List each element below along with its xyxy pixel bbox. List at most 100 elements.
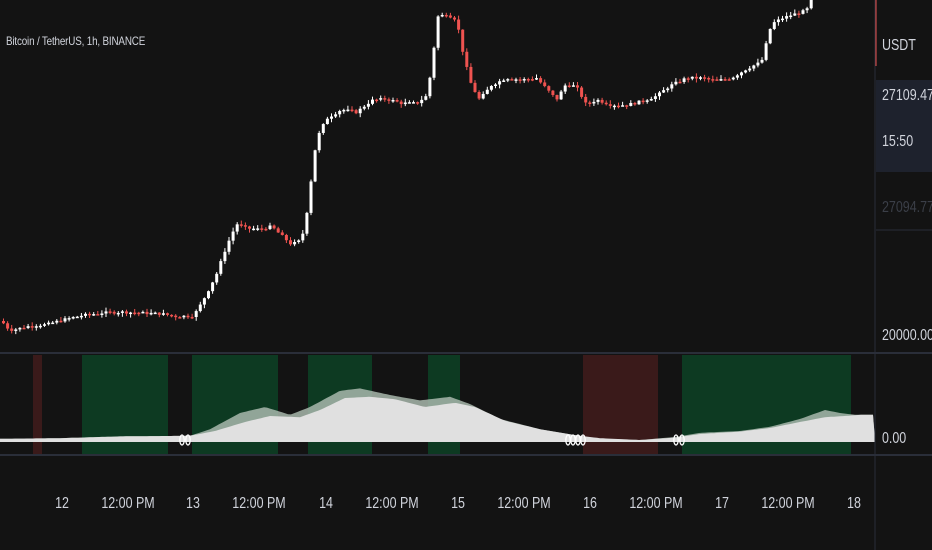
candle (293, 239, 297, 247)
candle (801, 8, 805, 15)
candle (600, 97, 604, 105)
candle (432, 46, 436, 81)
candle (112, 310, 116, 316)
candle (358, 106, 362, 118)
candle (510, 77, 514, 81)
candle (252, 225, 256, 231)
candle (207, 290, 210, 300)
candle (662, 87, 666, 94)
candle (305, 211, 309, 236)
candle (96, 310, 100, 316)
indicator-area-light (0, 396, 875, 440)
candle (354, 108, 358, 115)
candle (79, 312, 83, 320)
candle (313, 149, 317, 183)
candle (399, 99, 403, 108)
candle (715, 76, 719, 81)
candle (178, 316, 182, 319)
candle (18, 327, 22, 332)
candle (604, 100, 608, 106)
candle (756, 58, 760, 68)
candle (334, 111, 338, 118)
candle (535, 74, 538, 80)
candle (530, 76, 534, 82)
candle (194, 309, 198, 321)
candle (6, 321, 10, 331)
candle (580, 86, 584, 99)
candle (752, 64, 756, 72)
candle (260, 224, 264, 232)
candle (703, 74, 707, 82)
candle (383, 95, 387, 102)
candle (793, 9, 797, 17)
candle (576, 82, 579, 92)
candle (338, 109, 342, 118)
candle (309, 179, 313, 216)
signal-marker (185, 434, 191, 446)
candle (248, 225, 251, 233)
candle (489, 85, 493, 92)
candle (666, 86, 670, 93)
candle (506, 78, 510, 83)
candle (145, 308, 149, 318)
x-tick-label: 17 (715, 495, 729, 513)
candle (149, 309, 153, 316)
candle (55, 319, 59, 325)
candle (707, 76, 711, 83)
candle (198, 301, 202, 313)
candle (371, 96, 374, 106)
candle (653, 93, 657, 102)
candle (395, 98, 399, 103)
candle (92, 312, 96, 316)
candle (88, 311, 92, 318)
candle (342, 108, 346, 114)
candle (608, 100, 612, 109)
candle (481, 91, 485, 100)
candle (170, 314, 174, 318)
candle (649, 96, 653, 101)
candle (539, 76, 543, 84)
candle (202, 297, 206, 309)
candle (469, 63, 473, 84)
time-axis[interactable]: 12 12:00 PM 13 12:00 PM 14 12:00 PM 15 12:00 PM… (55, 495, 861, 513)
candle (22, 324, 26, 330)
candle (526, 77, 530, 83)
candle (592, 98, 596, 106)
candle (645, 99, 649, 104)
candle (407, 100, 411, 104)
candle (243, 222, 247, 230)
candle (284, 233, 288, 244)
candle (362, 105, 366, 111)
candle (350, 106, 354, 113)
candle (563, 83, 567, 94)
indicator-baseline (0, 440, 875, 442)
candle (125, 309, 128, 317)
candle (26, 323, 30, 330)
candle (129, 311, 133, 318)
x-tick-label: 12:00 PM (497, 495, 550, 513)
candle (670, 81, 674, 92)
countdown-label: 15:50 (882, 133, 913, 151)
candle (84, 312, 87, 318)
candle (186, 313, 190, 319)
x-tick-label: 12:00 PM (365, 495, 418, 513)
candle (448, 12, 452, 19)
candle (633, 101, 637, 106)
candle (133, 308, 137, 316)
candle (461, 29, 465, 56)
x-tick-label: 12 (55, 495, 69, 513)
candle (629, 100, 633, 107)
candle (174, 314, 178, 321)
candle (43, 322, 46, 327)
candle (10, 324, 14, 334)
candle (30, 322, 34, 331)
candle (157, 312, 161, 318)
signal-marker (679, 434, 685, 446)
candle (161, 309, 165, 316)
candle (699, 76, 702, 81)
price-axis[interactable]: USDT 27109.47 15:50 27094.77 20000.00 0.… (875, 0, 932, 447)
candle (694, 73, 698, 83)
candle (637, 100, 641, 105)
candle (711, 75, 715, 83)
